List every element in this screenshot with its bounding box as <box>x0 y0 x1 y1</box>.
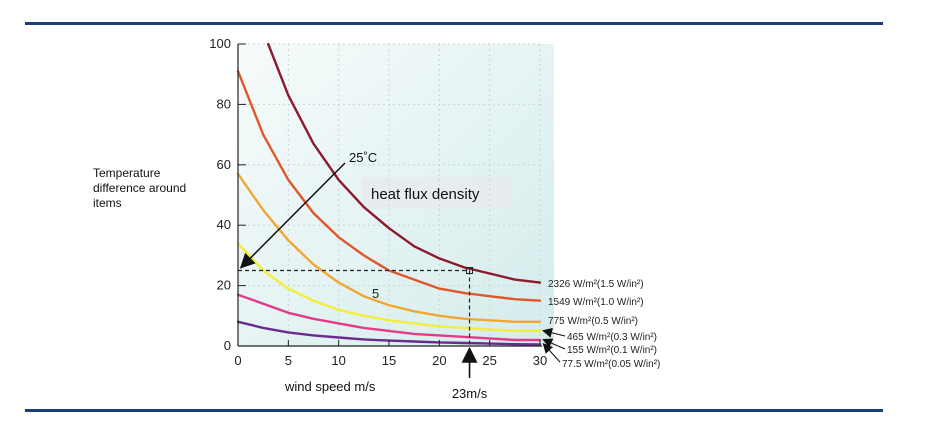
legend-label-5: 155 W/m²(0.1 W/in²) <box>567 345 657 356</box>
annotation-box <box>361 177 512 209</box>
series-line-4 <box>236 242 542 333</box>
annotation-box-label: heat flux density <box>371 186 480 203</box>
wind-speed-label: 23m/s <box>452 386 488 401</box>
y-tick-label: 40 <box>217 217 231 232</box>
temperature-arrow <box>239 162 346 269</box>
top-rule <box>25 22 883 25</box>
reference-point-marker <box>466 267 474 274</box>
x-tick-label: 15 <box>382 353 396 368</box>
x-tick-label: 10 <box>331 353 345 368</box>
x-tick-label: 30 <box>533 353 547 368</box>
y-tick-label: 60 <box>217 157 231 172</box>
x-tick-label: 20 <box>432 353 446 368</box>
y-tick-label: 80 <box>217 96 231 111</box>
legend-label-6: 77.5 W/m²(0.05 W/in²) <box>562 359 660 370</box>
legend-label-4: 465 W/m²(0.3 W/in²) <box>567 332 657 343</box>
x-tick-label: 25 <box>482 353 496 368</box>
x-tick-label: 0 <box>234 353 241 368</box>
x-axis-label: wind speed m/s <box>284 379 376 394</box>
bottom-rule <box>25 409 883 412</box>
y-tick-label: 100 <box>209 36 231 51</box>
curve-mid-label: 5 <box>372 286 379 301</box>
legend-leader-arrow <box>542 338 566 350</box>
x-tick-label: 5 <box>285 353 292 368</box>
y-tick-label: 20 <box>217 278 231 293</box>
series-line-5 <box>236 293 542 342</box>
legend-label-1: 2326 W/m²(1.5 W/in²) <box>548 279 644 290</box>
y-tick-label: 0 <box>224 338 231 353</box>
legend-label-3: 775 W/m²(0.5 W/in²) <box>548 316 638 327</box>
series-line-1 <box>267 42 542 284</box>
legend-label-2: 1549 W/m²(1.0 W/in²) <box>548 297 644 308</box>
series-line-3 <box>236 172 542 323</box>
legend-leader-arrow <box>542 327 566 338</box>
legend-leader-arrow <box>542 343 561 363</box>
temperature-label: 25˚C <box>349 150 377 165</box>
y-axis-label: Temperature difference around items <box>93 166 187 210</box>
